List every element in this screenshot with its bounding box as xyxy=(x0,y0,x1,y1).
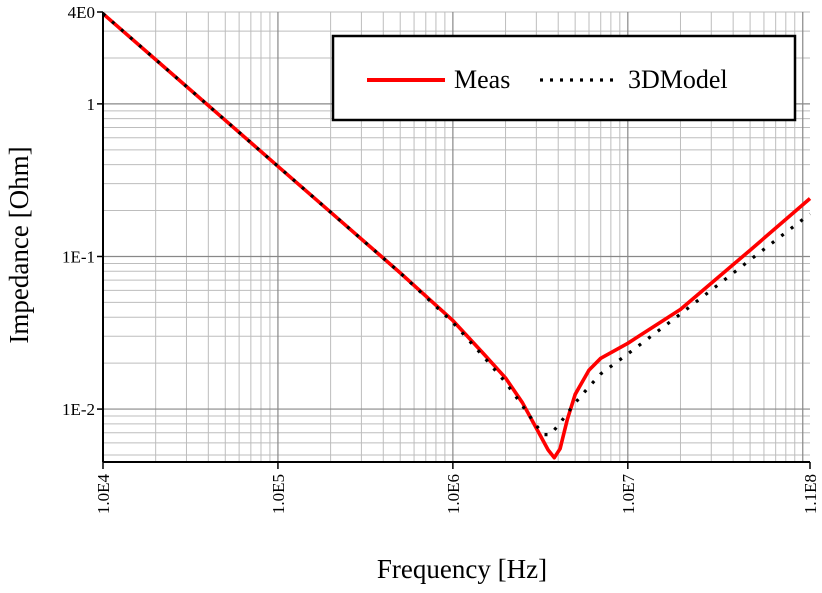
y-tick-label: 1 xyxy=(87,95,96,114)
series-layer xyxy=(101,12,812,460)
x-axis-title: Frequency [Hz] xyxy=(377,554,547,584)
y-tick-label: 1E-2 xyxy=(62,400,95,419)
legend-label-3dmodel: 3DModel xyxy=(628,65,728,94)
legend: Meas 3DModel xyxy=(331,34,797,122)
x-tick-label: 1.0E4 xyxy=(94,474,113,515)
axes-layer: 4E0 1 1E-1 1E-2 1.0E4 1.0E5 1.0E6 1.0E7 1.1E8 xyxy=(62,3,820,514)
legend-label-meas: Meas xyxy=(454,65,510,94)
y-tick-label: 4E0 xyxy=(68,3,95,22)
y-axis-title: Impedance [Ohm] xyxy=(4,146,34,343)
series-line-meas xyxy=(101,12,812,460)
y-tick-label: 1E-1 xyxy=(62,247,95,266)
x-tick-label: 1.0E7 xyxy=(619,474,638,515)
x-tick-label: 1.0E5 xyxy=(269,474,288,514)
x-tick-label: 1.1E8 xyxy=(801,474,820,514)
x-tick-label: 1.0E6 xyxy=(444,474,463,514)
